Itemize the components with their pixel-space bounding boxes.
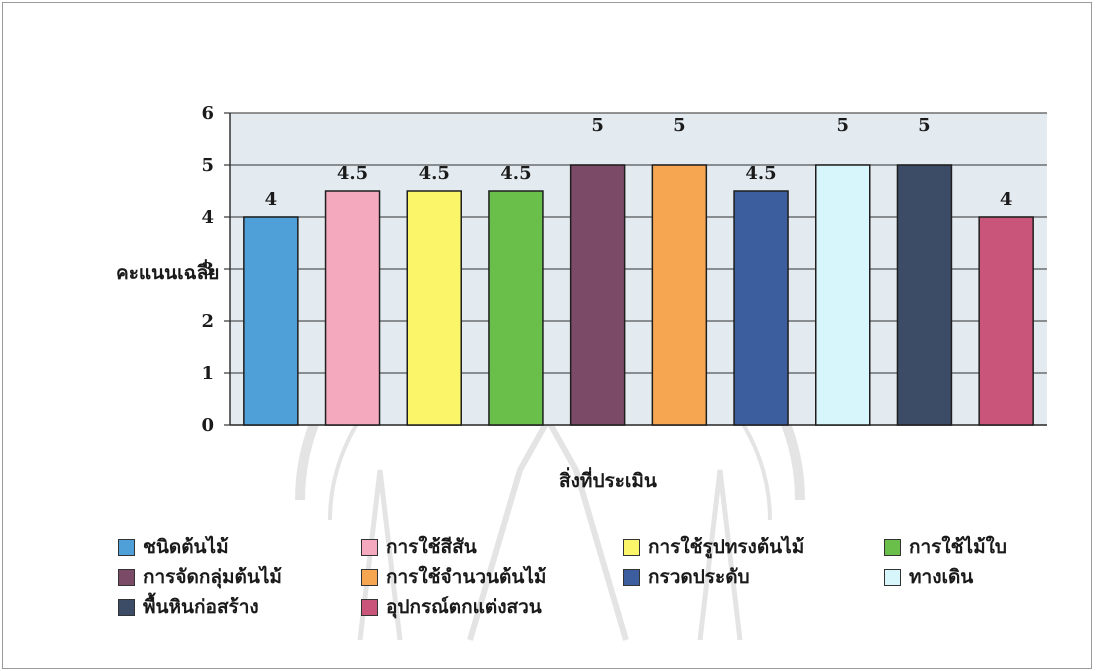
legend-label: การใช้จำนวนต้นไม้ bbox=[386, 566, 547, 588]
legend-label: การใช้รูปทรงต้นไม้ bbox=[648, 536, 805, 558]
legend-swatch bbox=[118, 538, 135, 556]
legend-label: อุปกรณ์ตกแต่งสวน bbox=[386, 596, 542, 618]
y-axis-label: คะแนนเฉลี่ย bbox=[116, 262, 220, 284]
bar bbox=[243, 216, 299, 426]
legend-swatch bbox=[884, 568, 901, 586]
bar-value-label: 4 bbox=[1000, 189, 1013, 210]
bar-value-label: 4.5 bbox=[337, 163, 368, 184]
bar-value-label: 5 bbox=[836, 115, 849, 136]
legend-label: พื้นหินก่อสร้าง bbox=[143, 596, 259, 618]
legend-item: พื้นหินก่อสร้าง bbox=[118, 592, 259, 622]
legend-item: อุปกรณ์ตกแต่งสวน bbox=[361, 592, 542, 622]
y-tick-label: 4 bbox=[201, 207, 214, 228]
y-tick-label: 1 bbox=[201, 363, 214, 384]
legend-item: การจัดกลุ่มต้นไม้ bbox=[118, 562, 282, 592]
y-tick-label: 5 bbox=[201, 155, 214, 176]
bar bbox=[569, 164, 626, 426]
bar-value-label: 4.5 bbox=[419, 163, 450, 184]
legend-item: ชนิดต้นไม้ bbox=[118, 532, 229, 562]
bar bbox=[406, 190, 462, 426]
legend-swatch bbox=[623, 538, 640, 556]
legend-swatch bbox=[118, 598, 135, 616]
legend-swatch bbox=[884, 538, 901, 556]
legend-swatch bbox=[118, 568, 135, 586]
bar-value-label: 4 bbox=[265, 189, 278, 210]
legend-item: การใช้ไม้ใบ bbox=[884, 532, 1007, 562]
legend-label: ชนิดต้นไม้ bbox=[143, 536, 229, 558]
legend-swatch bbox=[361, 538, 378, 556]
legend-swatch bbox=[361, 568, 378, 586]
bar-value-label: 4.5 bbox=[745, 163, 776, 184]
bar-value-label: 4.5 bbox=[500, 163, 531, 184]
y-tick-label: 0 bbox=[201, 415, 214, 436]
legend-item: ทางเดิน bbox=[884, 562, 973, 592]
bar-value-label: 5 bbox=[591, 115, 604, 136]
bar bbox=[896, 164, 953, 426]
legend-swatch bbox=[361, 598, 378, 616]
legend-item: การใช้รูปทรงต้นไม้ bbox=[623, 532, 804, 562]
legend-item: การใช้สีสัน bbox=[361, 532, 477, 562]
bar bbox=[651, 164, 708, 426]
legend-label: การใช้ไม้ใบ bbox=[909, 536, 1007, 558]
y-tick-label: 3 bbox=[201, 259, 214, 280]
legend-label: กรวดประดับ bbox=[648, 566, 750, 588]
bar bbox=[978, 216, 1034, 426]
legend-swatch bbox=[623, 568, 640, 586]
legend-item: กรวดประดับ bbox=[623, 562, 750, 592]
bar bbox=[324, 190, 381, 426]
bar bbox=[488, 190, 544, 426]
x-axis-label: สิ่งที่ประเมิน bbox=[559, 470, 657, 492]
legend-label: ทางเดิน bbox=[909, 566, 974, 588]
legend-item: การใช้จำนวนต้นไม้ bbox=[361, 562, 546, 592]
legend-label: การจัดกลุ่มต้นไม้ bbox=[143, 566, 282, 588]
bar-value-label: 5 bbox=[673, 115, 686, 136]
bar bbox=[733, 190, 789, 426]
y-tick-label: 2 bbox=[201, 311, 214, 332]
bar bbox=[815, 164, 871, 426]
legend-label: การใช้สีสัน bbox=[386, 536, 477, 558]
y-tick-label: 6 bbox=[201, 103, 214, 124]
bar-value-label: 5 bbox=[918, 115, 931, 136]
